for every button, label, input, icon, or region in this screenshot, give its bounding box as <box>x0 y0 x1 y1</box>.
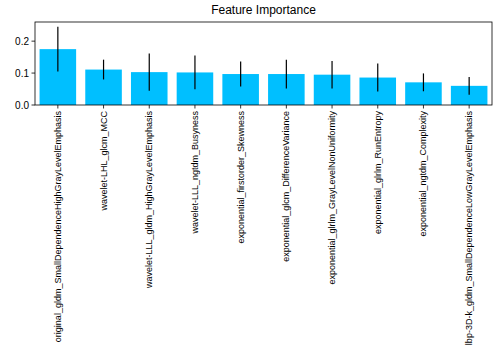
bars <box>40 27 488 105</box>
y-tick-label: 0.2 <box>15 36 29 47</box>
error-bar <box>286 60 287 89</box>
y-tick <box>32 41 36 42</box>
error-bar <box>194 56 195 90</box>
error-bar <box>331 61 332 88</box>
error-bar <box>103 60 104 80</box>
x-tick-label: exponential_firstorder_Skewness <box>236 111 246 244</box>
x-tick <box>57 105 58 109</box>
error-bar <box>469 77 470 95</box>
x-tick <box>469 105 470 109</box>
x-tick <box>377 105 378 109</box>
chart-svg: Feature Importance 0.0 0.1 0.2 original_gldm… <box>0 0 500 353</box>
y-tick-label: 0.1 <box>15 68 29 79</box>
error-bar <box>423 73 424 91</box>
chart-container: Feature Importance 0.0 0.1 0.2 original_gldm… <box>0 0 500 353</box>
x-tick <box>332 105 333 109</box>
x-tick <box>194 105 195 109</box>
x-tick <box>423 105 424 109</box>
x-tick <box>286 105 287 109</box>
x-tick-label: wavelet-LHL_glcm_MCC <box>99 111 109 212</box>
y-tick-label: 0.0 <box>15 100 29 111</box>
x-tick-label: exponential_ngtdm_Complexity <box>418 111 428 237</box>
x-tick-label: exponential_glcm_DifferenceVariance <box>281 111 291 262</box>
error-bar <box>240 62 241 87</box>
x-tick <box>240 105 241 109</box>
x-tick-label: exponential_glrlm_GrayLevelNonUniformity <box>327 111 337 285</box>
y-tick <box>32 73 36 74</box>
chart-title: Feature Importance <box>211 3 316 17</box>
x-tick <box>103 105 104 109</box>
error-bar <box>149 54 150 91</box>
x-tick-label: original_gldm_SmallDependenceHighGrayLev… <box>53 111 63 343</box>
error-bar <box>57 27 58 72</box>
x-tick-label: exponential_glrlm_RunEntropy <box>373 111 383 235</box>
x-tick-label: lbp-3D-k_gldm_SmallDependenceLowGrayLeve… <box>464 111 474 346</box>
error-bar <box>377 64 378 92</box>
x-tick <box>149 105 150 109</box>
y-tick <box>32 105 36 106</box>
x-tick-label: wavelet-LLL_gldm_HighGrayLevelEmphasis <box>144 111 154 290</box>
plot-frame <box>35 22 492 105</box>
x-tick-label: wavelet-LLL_ngtdm_Busyness <box>190 111 200 235</box>
